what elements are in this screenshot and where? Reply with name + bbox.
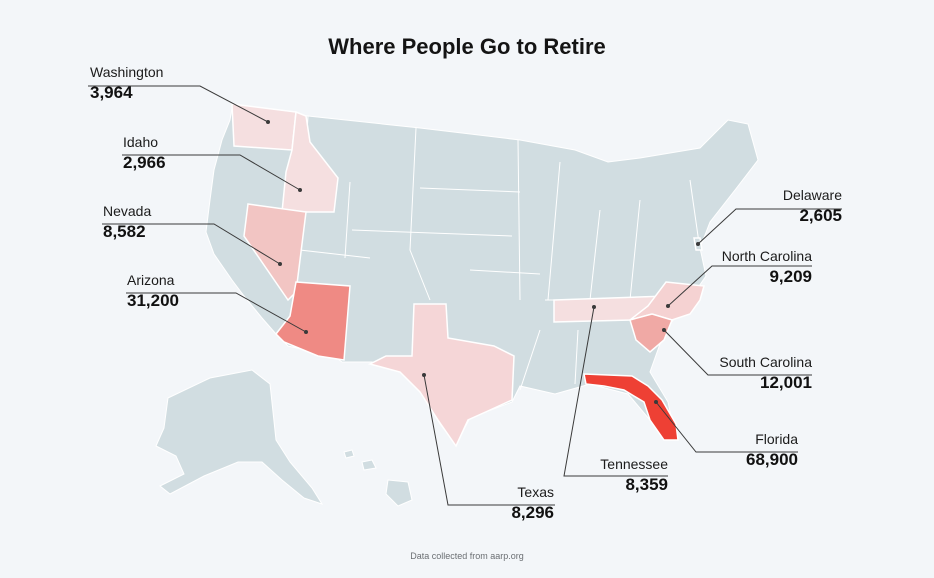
callout-south-carolina: South Carolina 12,001	[719, 354, 812, 393]
state-south-carolina	[629, 313, 674, 353]
callout-washington: Washington 3,964	[90, 64, 163, 103]
leader-dot-texas	[422, 373, 426, 377]
state-name: Arizona	[127, 272, 175, 288]
state-idaho	[281, 110, 339, 213]
callout-arizona: Arizona 31,200	[127, 272, 179, 311]
alaska-base	[155, 369, 324, 505]
callout-north-carolina: North Carolina 9,209	[722, 248, 812, 287]
callout-nevada: Nevada 8,582	[103, 203, 151, 242]
state-washington	[231, 103, 297, 151]
leader-line-south-carolina	[663, 329, 812, 376]
state-value: 2,605	[799, 206, 842, 225]
hawaii-base	[361, 459, 377, 471]
state-value: 3,964	[90, 83, 133, 102]
state-florida	[583, 373, 679, 441]
state-value: 8,359	[625, 475, 668, 494]
state-name: North Carolina	[721, 248, 812, 264]
callout-delaware: Delaware 2,605	[783, 187, 842, 226]
leader-line-arizona	[126, 292, 307, 333]
state-texas	[367, 303, 515, 448]
leader-line-tennessee	[563, 306, 668, 477]
leader-line-nevada	[102, 223, 281, 265]
state-name: Nevada	[103, 203, 152, 219]
leader-dot-idaho	[298, 188, 302, 192]
leader-dot-tennessee	[592, 305, 596, 309]
leader-dot-south-carolina	[662, 328, 666, 332]
leader-line-delaware	[697, 208, 842, 245]
leader-dot-delaware	[696, 242, 700, 246]
leader-dot-north-carolina	[666, 304, 670, 308]
state-value: 8,296	[511, 503, 554, 522]
leader-line-north-carolina	[667, 265, 812, 307]
state-name: Idaho	[123, 134, 159, 150]
callout-texas: Texas 8,296	[511, 484, 554, 523]
leader-dot-nevada	[278, 262, 282, 266]
leader-dot-florida	[654, 400, 658, 404]
state-name: Delaware	[782, 187, 842, 203]
callout-tennessee: Tennessee 8,359	[600, 456, 668, 495]
leader-dot-arizona	[304, 330, 308, 334]
leader-line-florida	[655, 401, 798, 453]
leader-line-washington	[88, 85, 269, 123]
hawaii-base	[343, 449, 355, 459]
state-nevada	[243, 203, 307, 302]
state-value: 9,209	[769, 267, 812, 286]
leader-line-idaho	[122, 154, 301, 191]
state-value: 2,966	[123, 153, 166, 172]
state-value: 31,200	[127, 291, 179, 310]
hawaii-base	[385, 479, 413, 507]
state-name: Washington	[90, 64, 164, 80]
data-source-note: Data collected from aarp.org	[410, 551, 524, 561]
callout-florida: Florida 68,900	[746, 431, 798, 470]
state-name: Florida	[755, 431, 798, 447]
callout-idaho: Idaho 2,966	[123, 134, 166, 173]
state-arizona	[275, 281, 351, 361]
leader-dot-washington	[266, 120, 270, 124]
state-name: Tennessee	[600, 456, 668, 472]
state-value: 68,900	[746, 450, 798, 469]
map-title: Where People Go to Retire	[328, 34, 606, 59]
state-name: Texas	[517, 484, 554, 500]
state-value: 12,001	[760, 373, 812, 392]
state-name: South Carolina	[719, 354, 812, 370]
state-value: 8,582	[103, 222, 146, 241]
leader-line-texas	[423, 374, 555, 506]
